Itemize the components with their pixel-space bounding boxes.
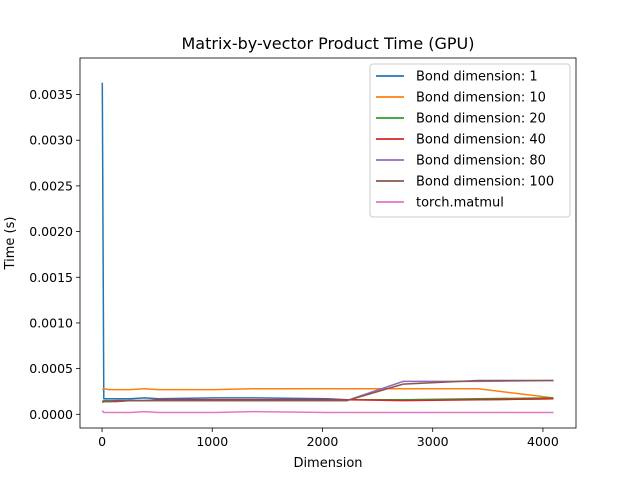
x-axis: 0 1000 2000 3000 4000 <box>98 428 559 449</box>
series-line-7 <box>101 410 554 414</box>
legend-label-1: Bond dimension: 1 <box>416 70 538 85</box>
y-tick-label: 0.0005 <box>29 361 73 376</box>
y-tick-label: 0.0010 <box>29 315 73 330</box>
y-tick-label: 0.0015 <box>29 270 73 285</box>
chart-title: Matrix-by-vector Product Time (GPU) <box>182 34 475 53</box>
y-axis-title: Time (s) <box>3 217 18 271</box>
legend-label-2: Bond dimension: 10 <box>416 91 546 106</box>
legend-label-6: Bond dimension: 100 <box>416 175 554 190</box>
series-line-2 <box>101 387 554 399</box>
y-axis: 0.0000 0.0005 0.0010 0.0015 0.0020 0.0025 0.00… <box>29 87 80 422</box>
y-tick-label: 0.0000 <box>29 407 73 422</box>
legend-label-4: Bond dimension: 40 <box>416 133 546 148</box>
y-tick-label: 0.0020 <box>29 224 73 239</box>
y-tick-label: 0.0035 <box>29 87 73 102</box>
legend-label-3: Bond dimension: 20 <box>416 112 546 127</box>
x-tick-label: 3000 <box>417 434 449 449</box>
series-line-6 <box>101 379 554 404</box>
legend: Bond dimension: 1 Bond dimension: 10 Bond … <box>369 63 571 218</box>
legend-box <box>369 63 571 218</box>
plot-frame <box>79 57 577 429</box>
x-tick-label: 4000 <box>527 434 559 449</box>
x-tick-label: 0 <box>98 434 106 449</box>
y-tick-label: 0.0025 <box>29 178 73 193</box>
x-axis-title: Dimension <box>293 456 362 471</box>
x-tick-label: 2000 <box>307 434 339 449</box>
x-tick-label: 1000 <box>196 434 228 449</box>
legend-label-7: torch.matmul <box>416 196 504 211</box>
legend-label-5: Bond dimension: 80 <box>416 154 546 169</box>
y-tick-label: 0.0030 <box>29 133 73 148</box>
plot-lines <box>101 82 554 414</box>
